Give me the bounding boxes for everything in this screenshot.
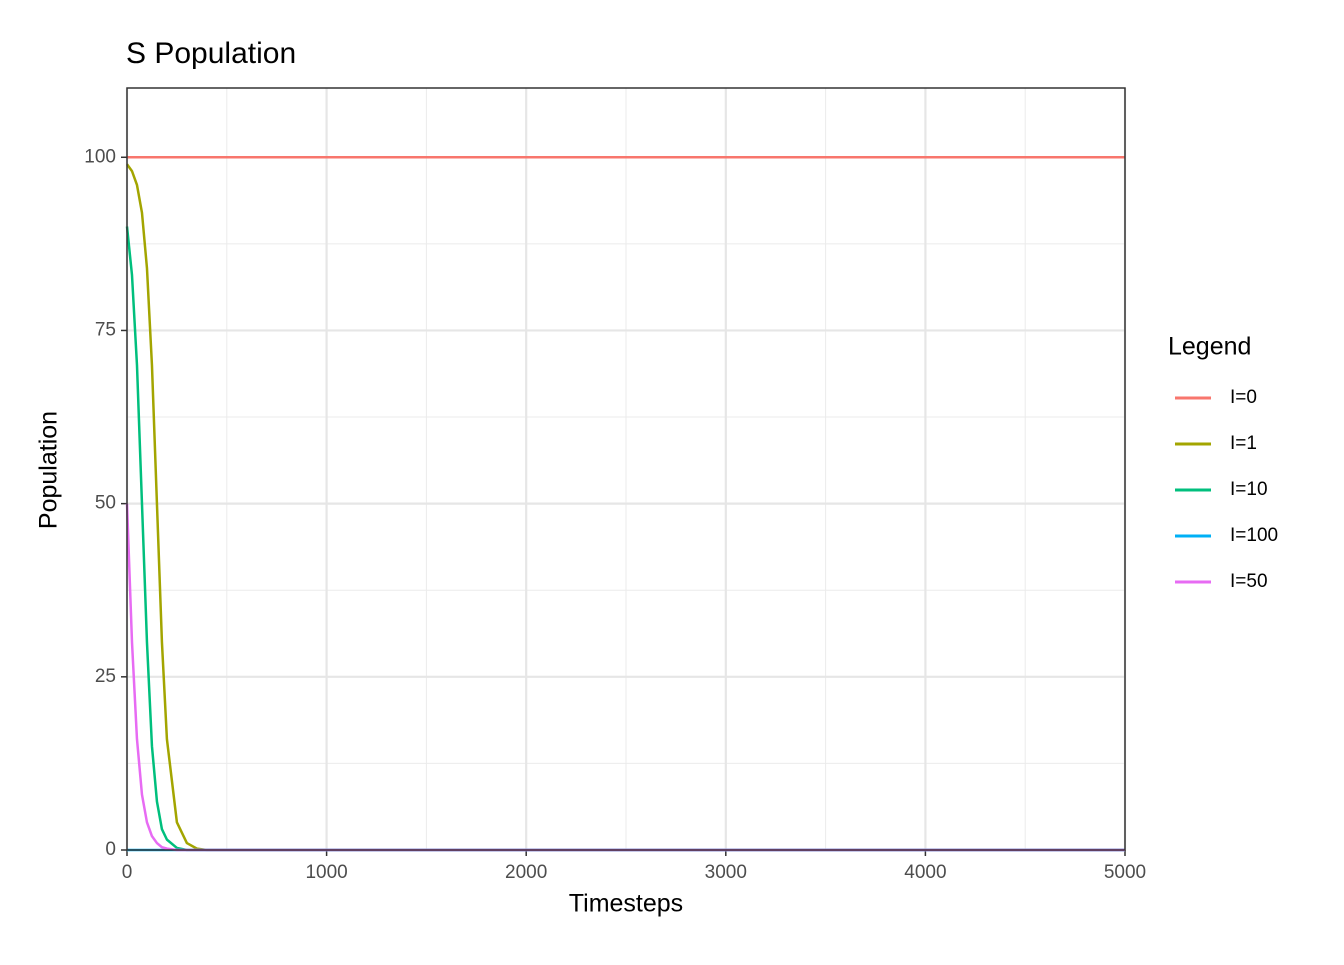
x-tick-label: 5000 <box>1104 862 1146 883</box>
legend-label: I=0 <box>1230 387 1257 408</box>
y-tick-label: 25 <box>95 666 116 687</box>
x-tick-label: 4000 <box>904 862 946 883</box>
x-tick-label: 3000 <box>705 862 747 883</box>
x-axis-title: Timesteps <box>569 890 683 918</box>
x-tick-label: 0 <box>122 862 133 883</box>
legend-label: I=10 <box>1230 479 1268 500</box>
chart-title: S Population <box>126 37 296 70</box>
y-tick-label: 0 <box>105 839 116 860</box>
legend-label: I=50 <box>1230 571 1268 592</box>
plot-border <box>126 87 1126 851</box>
legend-title: Legend <box>1168 333 1251 361</box>
x-tick-label: 1000 <box>305 862 347 883</box>
y-tick-label: 75 <box>95 319 116 340</box>
legend-label: I=100 <box>1230 525 1278 546</box>
y-tick-label: 100 <box>84 146 116 167</box>
legend-label: I=1 <box>1230 433 1257 454</box>
x-tick-label: 2000 <box>505 862 547 883</box>
y-tick-label: 50 <box>95 493 116 514</box>
y-axis-title: Population <box>35 411 63 529</box>
